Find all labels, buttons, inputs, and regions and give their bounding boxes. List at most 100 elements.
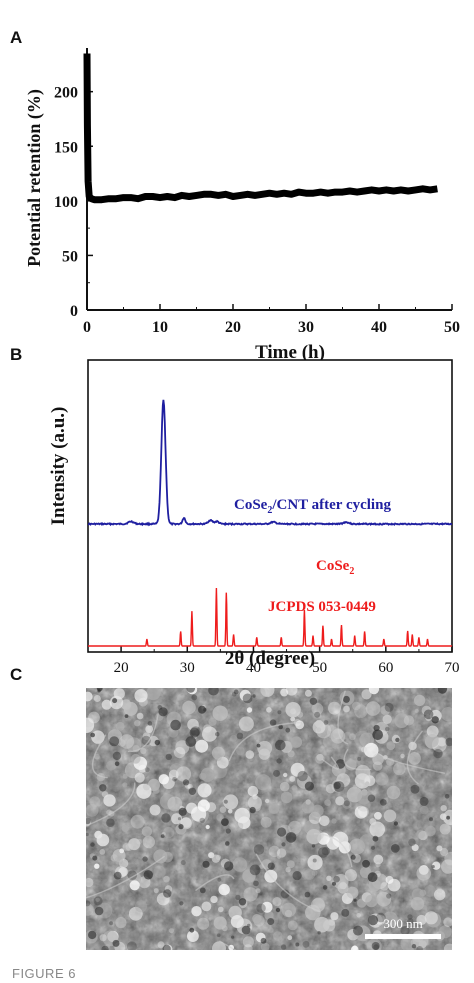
y-axis-label: Potential retention (%) [24, 89, 45, 267]
sem-particle [142, 783, 151, 791]
sem-particle [365, 701, 381, 716]
x-tick-label: 70 [445, 660, 460, 676]
sem-pore [444, 794, 450, 799]
sem-nanotube [86, 782, 136, 827]
sem-particle [163, 826, 175, 839]
sem-particle [122, 773, 128, 779]
sem-nanotube [228, 721, 303, 762]
sem-particle [333, 874, 349, 890]
sem-pore [224, 861, 234, 871]
sem-particle [191, 906, 202, 917]
sem-pore [256, 743, 261, 748]
sem-particle [136, 783, 152, 799]
sem-particle [354, 805, 368, 819]
sem-particle [440, 813, 447, 820]
sem-particle [86, 877, 94, 888]
sem-nanotube [255, 853, 321, 913]
sem-particle [328, 701, 341, 715]
sem-particle [440, 847, 449, 857]
sem-particle [324, 799, 331, 806]
sem-particle [369, 821, 386, 838]
sem-pore [267, 918, 275, 925]
sem-particle [152, 787, 160, 794]
sem-pore [106, 818, 115, 827]
sem-particle [136, 712, 144, 720]
sem-particle [325, 784, 336, 794]
x-tick-label: 40 [246, 660, 261, 676]
sem-particle [114, 856, 124, 865]
sem-particle [400, 753, 405, 759]
sem-pore [367, 872, 378, 883]
sem-pore [411, 944, 417, 949]
sem-particle [94, 863, 100, 869]
sem-pore [341, 908, 350, 917]
sem-particle [421, 705, 432, 716]
sem-particle [106, 760, 117, 771]
sem-pore [231, 935, 235, 939]
sem-pore [353, 898, 357, 902]
sem-pore [247, 923, 251, 928]
sem-particle [425, 825, 436, 837]
sem-pore [342, 695, 350, 703]
x-tick-label: 0 [83, 319, 91, 336]
sem-pore [318, 847, 329, 858]
sem-pore [233, 689, 239, 695]
sem-pore [199, 817, 205, 824]
sem-particle [158, 774, 169, 785]
sem-particle [286, 860, 295, 869]
sem-particle [101, 699, 112, 710]
sem-particle [200, 767, 215, 782]
sem-particle [290, 716, 296, 722]
sem-particle [121, 825, 129, 832]
sem-particle [386, 741, 396, 751]
sem-pore [199, 887, 206, 894]
sem-particle [287, 750, 295, 758]
sem-particle [268, 845, 281, 858]
sem-pore [124, 714, 129, 718]
sem-particle [345, 759, 357, 771]
sem-particle [307, 854, 323, 871]
sem-particle [208, 717, 217, 726]
sem-particle [280, 791, 293, 804]
sem-particle [119, 848, 125, 854]
sem-particle [255, 774, 272, 791]
sem-particle [149, 804, 161, 816]
x-tick-label: 40 [371, 319, 387, 336]
x-tick-label: 50 [444, 319, 460, 336]
scale-bar-label: 300 nm [383, 916, 422, 931]
sem-pore [225, 841, 230, 846]
sem-particle [235, 746, 245, 756]
sem-pore [437, 688, 447, 694]
sem-pore [277, 710, 282, 715]
sem-particle [283, 772, 288, 778]
sem-pore [367, 794, 376, 802]
sem-particle [129, 880, 140, 891]
sem-particle [287, 935, 293, 941]
sem-pore [431, 865, 435, 869]
sem-particle [375, 914, 386, 925]
sem-particle [247, 785, 259, 797]
x-tick-label: 10 [152, 319, 168, 336]
series-line-cose2-cnt [87, 399, 453, 527]
sem-pore [280, 944, 287, 950]
sem-particle [443, 917, 452, 927]
sem-particle [419, 889, 427, 897]
sem-particle [285, 688, 298, 696]
sem-pore [112, 939, 120, 947]
sem-particle [260, 942, 270, 950]
sem-particle [86, 717, 94, 728]
sem-pore [113, 871, 122, 880]
sem-particle [316, 727, 322, 732]
sem-particle [142, 732, 151, 740]
sem-particle [437, 887, 443, 894]
sem-particle [365, 894, 378, 908]
sem-pore [323, 720, 329, 725]
sem-pore [190, 726, 201, 737]
sem-pore [238, 898, 247, 906]
sem-pore [390, 844, 400, 853]
sem-particle [305, 904, 321, 921]
sem-particle [394, 713, 410, 728]
sem-pore [269, 719, 277, 726]
sem-pore [295, 942, 300, 947]
sem-particle [266, 707, 272, 713]
